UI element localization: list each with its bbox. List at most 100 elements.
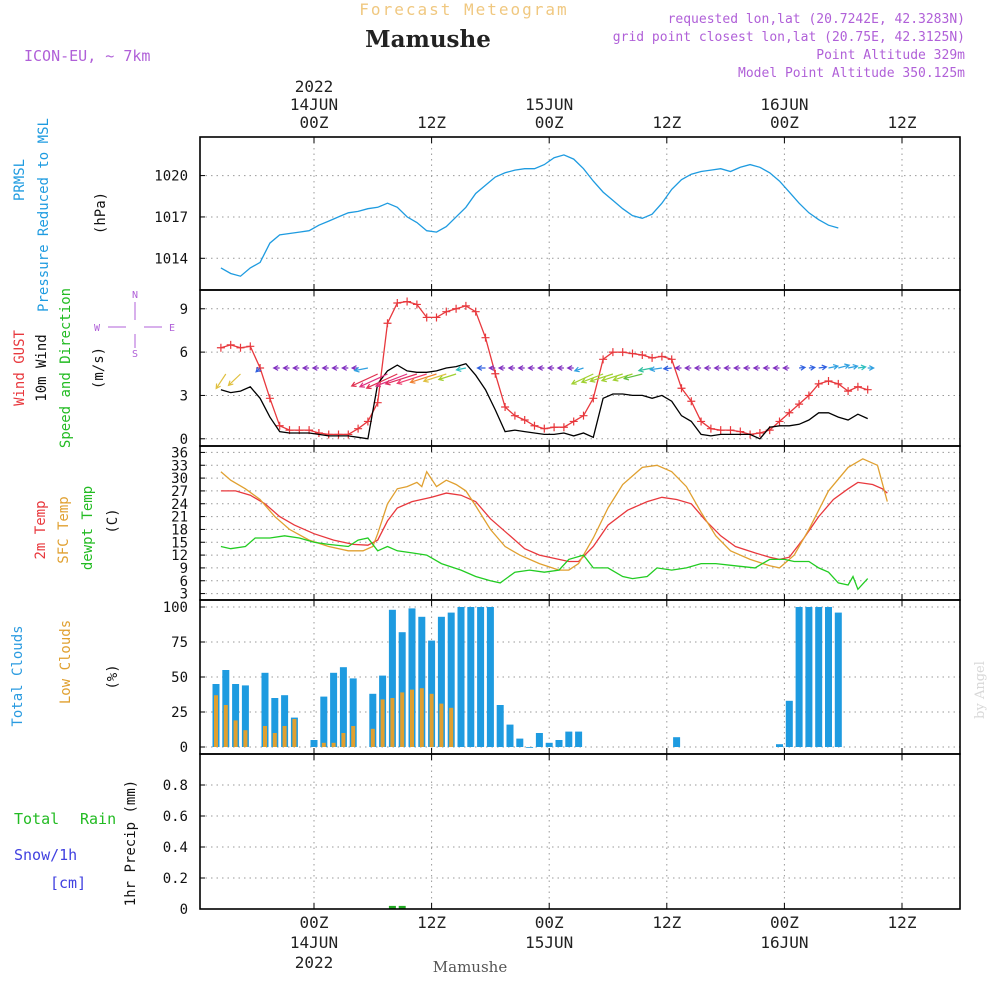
- compass-s: S: [132, 349, 138, 360]
- gust-marker-22: [432, 313, 441, 322]
- gust-marker-2: [236, 343, 245, 352]
- wind-arrow-16: [374, 373, 408, 388]
- gust-marker-1: [226, 340, 235, 349]
- bar-clouds-1-18: [429, 693, 434, 747]
- wind-arrow-0: [215, 373, 227, 390]
- ytick-label-temperature-3: 12: [171, 548, 188, 564]
- ytick-label-precip-4: 0.8: [163, 778, 188, 794]
- bar-clouds-1-8: [321, 742, 326, 747]
- ytick-label-wind-2: 6: [180, 345, 188, 361]
- bar-clouds-1-5: [272, 733, 277, 747]
- bar-clouds-0-8: [310, 740, 318, 747]
- bar-clouds-0-42: [834, 612, 842, 747]
- bar-clouds-0-12: [349, 678, 357, 747]
- wind-arrow-46: [703, 365, 711, 371]
- ytick-label-temperature-1: 6: [180, 574, 188, 590]
- wind-arrow-54: [782, 365, 790, 371]
- bar-clouds-0-26: [496, 705, 504, 747]
- wind-dir-label: Speed and Direction: [58, 288, 74, 448]
- gust-marker-32: [530, 421, 539, 430]
- gust-marker-60: [804, 391, 813, 400]
- gust-marker-14: [354, 424, 363, 433]
- ytick-label-clouds-4: 100: [163, 600, 188, 616]
- bottom-tick-date-2: 15JUN: [525, 933, 573, 952]
- bar-clouds-0-15: [388, 609, 396, 747]
- gust-marker-45: [657, 352, 666, 361]
- gust-marker-64: [844, 387, 853, 396]
- bar-clouds-1-16: [410, 689, 414, 747]
- bar-clouds-0-13: [369, 693, 377, 747]
- model-altitude: Model Point Altitude 350.125m: [738, 66, 965, 81]
- bar-clouds-0-29: [526, 747, 534, 748]
- ytick-label-pressure-2: 1020: [154, 169, 188, 185]
- wind-arrow-33: [573, 366, 584, 373]
- ytick-label-temperature-10: 33: [171, 458, 188, 474]
- bar-clouds-0-6: [281, 695, 289, 747]
- bar-clouds-0-32: [555, 740, 563, 747]
- wind-arrow-61: [857, 364, 867, 371]
- gust-marker-23: [442, 307, 451, 316]
- bar-clouds-0-2: [232, 684, 240, 747]
- gust-marker-48: [687, 397, 696, 406]
- ytick-label-temperature-9: 30: [171, 471, 188, 487]
- wind-arrow-48: [723, 365, 731, 371]
- watermark: by Angel: [973, 661, 988, 719]
- wind-arrow-37: [600, 373, 623, 383]
- wind-arrow-47: [713, 365, 721, 371]
- gust-marker-40: [608, 348, 617, 357]
- bar-clouds-0-25: [486, 607, 494, 747]
- ytick-label-temperature-6: 21: [171, 510, 188, 526]
- ytick-label-precip-3: 0.6: [163, 809, 188, 825]
- compass-n: N: [132, 290, 138, 301]
- wind-arrow-60: [847, 364, 859, 370]
- gust-marker-11: [324, 430, 333, 439]
- gust-marker-57: [775, 417, 784, 426]
- bar-clouds-0-31: [545, 742, 553, 747]
- wind-arrow-32: [566, 365, 574, 371]
- wind-arrow-20: [422, 373, 447, 383]
- gust-marker-12: [334, 430, 343, 439]
- top-tick-time-4: 00Z: [770, 113, 799, 132]
- series-temperature-0-line: [220, 481, 888, 563]
- bar-clouds-1-13: [380, 699, 385, 747]
- gust-marker-5: [265, 394, 274, 403]
- bar-clouds-1-20: [449, 707, 454, 747]
- top-tick-time-0: 00Z: [300, 113, 329, 132]
- bar-clouds-1-4: [263, 726, 267, 747]
- wind-arrow-8: [321, 365, 329, 371]
- bottom-tick-time-3: 12Z: [652, 913, 681, 932]
- gust-marker-36: [569, 417, 578, 426]
- bar-clouds-1-9: [331, 742, 336, 747]
- bar-clouds-1-7: [292, 719, 297, 747]
- top-tick-date-0: 14JUN: [290, 95, 338, 114]
- bottom-tick-time-1: 12Z: [417, 913, 446, 932]
- gust-marker-31: [520, 416, 529, 424]
- snow-label: Snow/1h: [14, 846, 77, 864]
- gust-marker-24: [452, 304, 461, 313]
- gust-marker-38: [589, 394, 598, 403]
- chart-title: Forecast Meteogram: [359, 0, 568, 19]
- bottom-tick-date-4: 16JUN: [760, 933, 808, 952]
- wind-label: 10m Wind: [34, 334, 50, 401]
- bar-clouds-1-0: [214, 695, 218, 747]
- wind-arrow-21: [437, 373, 457, 382]
- gust-marker-42: [628, 349, 637, 358]
- wind-arrow-59: [838, 363, 851, 370]
- wind-arrow-22: [455, 366, 467, 372]
- ytick-label-precip-1: 0.2: [163, 871, 188, 887]
- gust-marker-66: [863, 385, 872, 394]
- bar-clouds-0-27: [506, 724, 514, 747]
- ytick-label-wind-3: 9: [180, 302, 188, 318]
- compass-rose: N S W E: [94, 290, 175, 360]
- wind-arrow-28: [527, 365, 535, 371]
- wind-arrow-25: [497, 365, 506, 371]
- wind-arrow-40: [637, 366, 653, 373]
- bar-clouds-0-5: [271, 698, 279, 747]
- bar-clouds-0-18: [418, 616, 426, 747]
- temp-unit: (C): [105, 508, 121, 533]
- gust-marker-6: [275, 421, 284, 430]
- gust-marker-39: [599, 355, 608, 364]
